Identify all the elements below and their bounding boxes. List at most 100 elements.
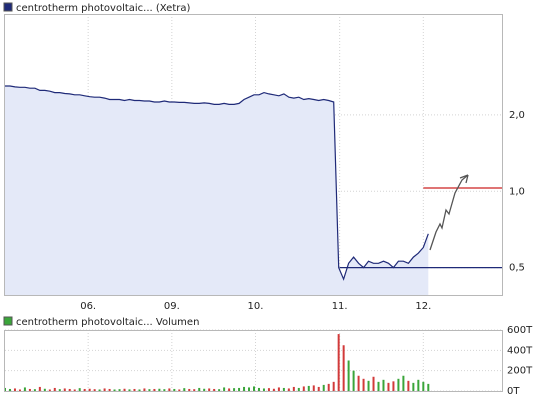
- volume-bar: [53, 387, 56, 391]
- volume-bar: [282, 387, 285, 391]
- y-tick-label: 1,0: [509, 186, 525, 197]
- volume-bar: [198, 387, 201, 391]
- volume-bar: [427, 383, 430, 391]
- trend-arrow-head: [459, 174, 469, 184]
- volume-bar: [352, 370, 355, 391]
- volume-bar: [188, 388, 191, 391]
- volume-bar: [108, 388, 111, 391]
- volume-bar: [277, 387, 280, 391]
- y-tick-label: 0,5: [509, 263, 525, 274]
- volume-bar: [347, 360, 350, 391]
- volume-bar: [33, 389, 36, 391]
- y-tick-label: 0T: [507, 386, 520, 397]
- volume-bar: [203, 388, 206, 391]
- volume-bar: [23, 387, 26, 391]
- volume-bar: [337, 334, 340, 391]
- volume-bar: [178, 389, 181, 391]
- volume-bar: [128, 389, 131, 391]
- volume-bar: [213, 388, 216, 391]
- volume-bar: [93, 389, 96, 391]
- volume-bar: [218, 389, 221, 391]
- volume-bar: [253, 386, 255, 391]
- volume-bar: [262, 388, 265, 391]
- volume-bar: [312, 385, 315, 391]
- volume-bar: [223, 387, 226, 391]
- volume-bar: [287, 388, 290, 391]
- volume-bar: [292, 386, 295, 391]
- volume-bar: [367, 380, 370, 391]
- volume-bar: [233, 388, 236, 391]
- volume-bar: [267, 388, 270, 391]
- volume-bar: [73, 389, 76, 391]
- volume-bar: [377, 381, 380, 391]
- volume-bar: [58, 389, 61, 391]
- volume-bar: [158, 388, 161, 391]
- volume-bar: [183, 388, 186, 391]
- volume-bar: [28, 388, 31, 391]
- legend-swatch: [3, 316, 13, 326]
- volume-bar: [302, 386, 305, 391]
- volume-bar: [8, 388, 11, 391]
- volume-bar: [38, 386, 41, 391]
- volume-bar: [402, 375, 405, 391]
- x-tick-label: 10.: [248, 301, 264, 312]
- volume-bar: [88, 388, 91, 391]
- volume-bar: [148, 389, 151, 391]
- volume-bar: [238, 387, 241, 391]
- legend-label: centrotherm photovoltaic... (Xetra): [16, 3, 190, 14]
- volume-bar: [387, 382, 390, 391]
- volume-bar: [243, 386, 246, 391]
- volume-bar: [143, 388, 146, 391]
- volume-bar: [407, 380, 410, 391]
- volume-bar: [63, 388, 66, 391]
- volume-bar: [43, 388, 46, 391]
- plot-frame: [4, 14, 503, 296]
- legend-swatch: [3, 2, 13, 12]
- x-tick-label: 11.: [332, 301, 348, 312]
- y-tick-label: 2,0: [509, 110, 525, 121]
- volume-bar: [138, 389, 141, 391]
- price-line: [5, 85, 429, 281]
- volume-bar: [153, 388, 156, 391]
- volume-bar: [327, 383, 330, 391]
- volume-bar: [68, 388, 71, 391]
- volume-bar: [163, 389, 166, 391]
- volume-bar: [417, 379, 420, 391]
- volume-bar: [83, 388, 86, 391]
- volume-bar: [392, 381, 395, 391]
- plot-layer: 06. 09. 10. 11. 12. 0,5 1,0 2,0 0T 200T 400T 600T: [4, 14, 533, 397]
- volume-bar: [173, 388, 176, 391]
- y-tick-label: 200T: [507, 366, 533, 377]
- volume-bar: [193, 389, 196, 391]
- volume-bar: [248, 387, 251, 391]
- volume-bar: [18, 389, 21, 391]
- volume-bar: [228, 388, 231, 391]
- volume-bar: [208, 388, 211, 391]
- volume-bar: [322, 384, 325, 391]
- legend-label: centrotherm photovoltaic... Volumen: [16, 317, 199, 328]
- x-tick-label: 06.: [80, 301, 96, 312]
- volume-bar: [272, 388, 275, 391]
- volume-bar: [357, 375, 360, 391]
- volume-bar: [412, 382, 415, 391]
- volume-bar: [118, 389, 121, 391]
- price-area: [5, 86, 429, 295]
- volume-bar: [78, 388, 81, 391]
- volume-bar: [382, 379, 385, 391]
- volume-bar: [422, 381, 425, 391]
- volume-bar: [342, 345, 345, 391]
- volume-bar: [133, 388, 136, 391]
- volume-bar: [317, 386, 320, 391]
- volume-bar: [372, 376, 375, 391]
- trend-arrow: [429, 174, 469, 251]
- volume-bar: [123, 388, 126, 391]
- volume-bar: [362, 378, 365, 391]
- volume-bar: [103, 388, 106, 391]
- volume-bar: [113, 389, 116, 391]
- volume-bar: [307, 385, 310, 391]
- volume-bar: [13, 388, 16, 391]
- y-tick-label: 400T: [507, 345, 533, 356]
- volume-bar: [332, 381, 335, 391]
- x-tick-label: 09.: [164, 301, 180, 312]
